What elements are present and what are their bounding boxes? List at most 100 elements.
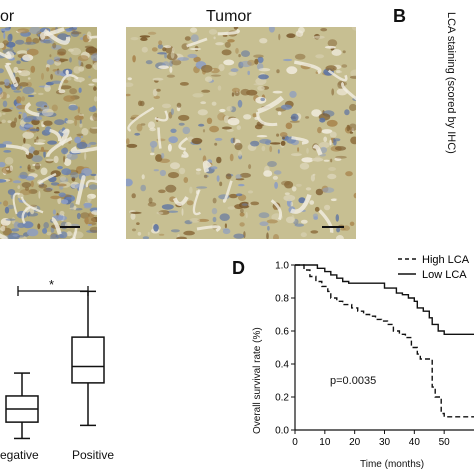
tissue-texture <box>274 181 278 189</box>
tissue-texture <box>267 161 277 167</box>
tissue-strand <box>85 179 97 188</box>
tissue-texture <box>126 178 133 187</box>
tissue-texture <box>239 222 245 227</box>
tissue-texture <box>78 87 82 93</box>
tissue-texture <box>350 69 356 78</box>
tissue-texture <box>210 166 218 170</box>
tissue-texture <box>189 218 200 223</box>
tissue-texture <box>66 231 72 237</box>
tissue-texture <box>89 141 97 145</box>
tissue-texture <box>342 50 346 54</box>
tissue-texture <box>196 186 208 189</box>
tissue-texture <box>183 230 195 236</box>
tissue-texture <box>57 166 63 170</box>
tissue-texture <box>222 34 228 37</box>
tissue-texture <box>63 155 66 163</box>
tissue-texture <box>247 70 250 76</box>
tissue-texture <box>27 77 31 80</box>
tissue-texture <box>68 104 78 111</box>
tissue-texture <box>79 119 82 124</box>
km-y-tick-label: 0.8 <box>275 294 289 305</box>
tissue-texture <box>0 225 6 232</box>
tissue-strand <box>4 63 19 88</box>
tissue-texture <box>286 33 296 38</box>
tissue-strand <box>75 175 86 205</box>
tissue-texture <box>88 184 97 190</box>
tissue-texture <box>317 126 322 134</box>
tissue-texture <box>178 122 185 126</box>
tissue-texture <box>149 140 158 148</box>
tissue-texture <box>161 204 174 210</box>
tissue-texture <box>34 139 37 143</box>
tissue-texture <box>258 74 269 80</box>
tissue-texture <box>310 230 319 234</box>
tissue-texture <box>315 54 325 59</box>
tissue-texture <box>253 83 264 86</box>
tissue-texture <box>228 193 238 199</box>
tissue-texture <box>335 214 339 222</box>
tissue-texture <box>261 145 266 152</box>
tissue-texture <box>147 121 156 129</box>
tissue-texture <box>313 173 316 176</box>
tissue-texture <box>0 227 2 231</box>
tissue-texture <box>315 188 324 196</box>
tissue-texture <box>166 210 179 213</box>
km-legend-label: Low LCA <box>422 269 467 281</box>
tissue-texture <box>259 38 268 44</box>
tissue-texture <box>43 187 53 193</box>
tissue-texture <box>169 60 173 67</box>
tissue-texture <box>195 171 201 175</box>
km-y-tick-label: 0.2 <box>275 393 289 404</box>
tissue-texture <box>273 170 282 175</box>
tissue-texture <box>3 200 9 207</box>
tissue-texture <box>130 211 142 214</box>
tissue-texture <box>216 175 220 182</box>
tissue-texture <box>1 119 6 124</box>
tissue-texture <box>30 65 36 73</box>
tissue-strand <box>318 209 334 233</box>
tissue-texture <box>91 78 97 83</box>
tissue-texture <box>305 116 310 119</box>
tissue-texture <box>219 108 226 113</box>
tissue-texture <box>37 223 41 230</box>
tissue-texture <box>191 137 203 145</box>
tissue-texture <box>7 33 13 42</box>
tissue-texture <box>182 126 191 135</box>
tissue-strand <box>196 225 221 232</box>
tissue-texture <box>331 49 342 56</box>
tissue-texture <box>289 90 297 98</box>
tissue-texture <box>299 162 310 170</box>
tissue-texture <box>238 54 241 58</box>
tissue-texture <box>63 95 76 102</box>
tissue-texture <box>181 208 184 216</box>
tissue-texture <box>319 117 326 123</box>
tissue-texture <box>61 199 69 205</box>
tissue-texture <box>241 203 248 206</box>
tissue-texture <box>84 152 87 160</box>
tissue-texture <box>289 120 300 123</box>
tissue-texture <box>211 207 218 215</box>
tissue-texture <box>16 60 21 64</box>
tissue-texture <box>0 201 2 205</box>
tissue-strand <box>21 205 31 225</box>
tissue-texture <box>291 153 302 157</box>
tissue-texture <box>295 30 304 37</box>
tissue-texture <box>29 128 40 132</box>
tissue-texture <box>158 40 163 46</box>
tissue-texture <box>51 104 58 112</box>
ihc-right-title: Tumor <box>206 8 252 25</box>
tissue-strand <box>20 196 44 214</box>
tissue-texture <box>206 117 213 125</box>
tissue-texture <box>26 48 39 56</box>
tissue-texture <box>238 150 242 157</box>
tissue-texture <box>298 197 306 204</box>
tissue-texture <box>87 223 92 226</box>
tissue-texture <box>2 100 8 108</box>
tissue-texture <box>43 150 46 158</box>
tissue-texture <box>23 117 32 123</box>
tissue-texture <box>234 142 243 151</box>
tissue-texture <box>272 90 283 94</box>
tissue-texture <box>342 225 350 231</box>
tissue-strand <box>291 136 309 145</box>
tissue-texture <box>57 215 67 221</box>
